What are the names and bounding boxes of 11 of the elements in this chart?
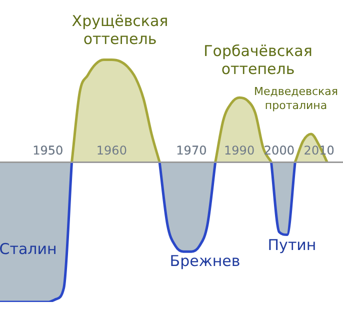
x-tick-label: 1990: [224, 143, 255, 158]
annotation: Горбачёвская оттепель: [204, 42, 312, 78]
x-tick-label: 1970: [176, 143, 207, 158]
text: Хрущёвская оттепель: [72, 12, 168, 48]
annotation: Брежнев: [170, 252, 240, 270]
x-tick-label: 1960: [96, 143, 127, 158]
x-tick-label: 2000: [264, 143, 294, 158]
annotation: Медведевская проталина: [254, 84, 338, 112]
x-tick-label: 1950: [32, 143, 64, 158]
annotation: Путин: [268, 236, 316, 254]
annotation: Сталин: [0, 240, 57, 258]
